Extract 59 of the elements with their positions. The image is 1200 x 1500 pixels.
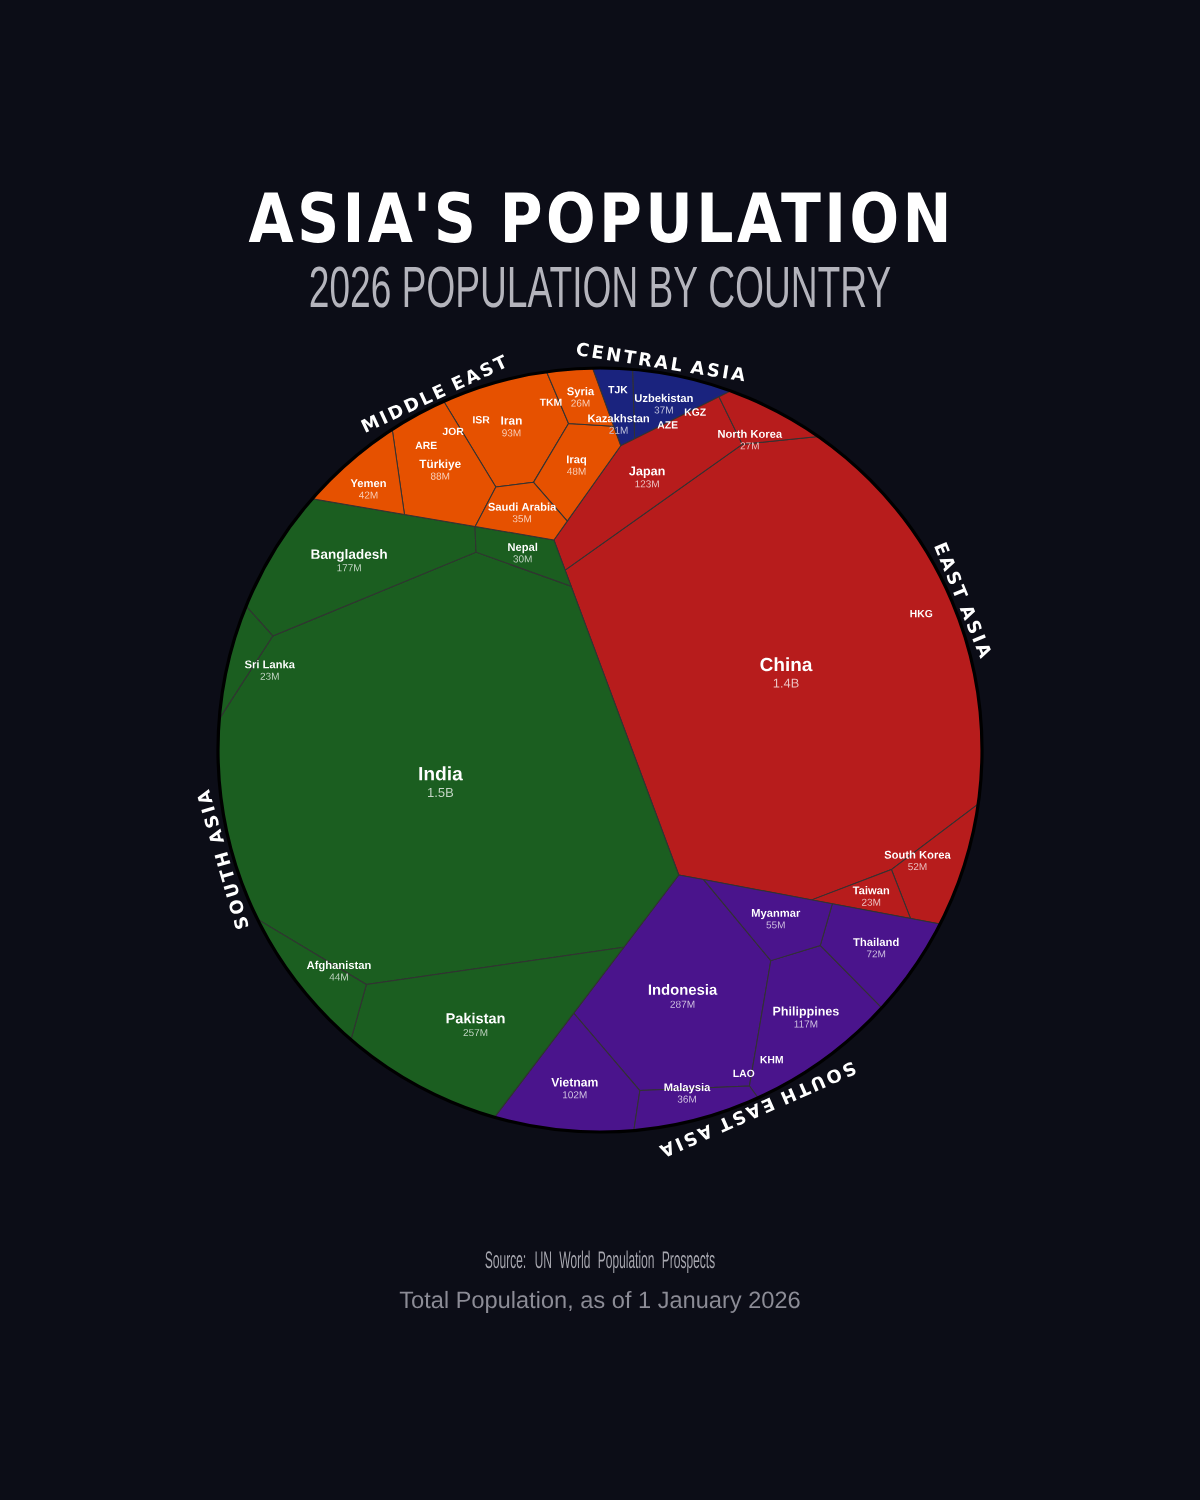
- category-label: Taiwan: [852, 886, 890, 895]
- data-label: 72M: [866, 950, 886, 958]
- data-label: 102M: [563, 1091, 587, 1099]
- category-label: ISR: [473, 416, 490, 424]
- category-label: Japan: [629, 466, 665, 478]
- data-label: 123M: [635, 480, 659, 488]
- category-label: HKG: [910, 609, 933, 618]
- category-label: Nepal: [508, 542, 538, 554]
- data-label: 42M: [358, 491, 378, 499]
- data-label: 287M: [670, 1000, 695, 1008]
- category-label: Yemen: [350, 479, 386, 488]
- data-label: 30M: [513, 555, 532, 563]
- data-label: 35M: [512, 515, 532, 523]
- data-label: 52M: [908, 863, 927, 871]
- category-label: Afghanistan: [306, 960, 371, 972]
- category-label: ARE: [415, 441, 437, 449]
- data-label: 88M: [430, 472, 450, 480]
- category-label: Bangladesh: [311, 549, 387, 562]
- source-note: Source: UN World Population Prospects: [485, 1250, 715, 1273]
- category-label: Türkiye: [419, 459, 461, 471]
- data-label: 36M: [677, 1095, 696, 1103]
- category-label: Thailand: [853, 937, 899, 947]
- category-label: Myanmar: [751, 909, 801, 920]
- category-label: Indonesia: [648, 984, 718, 995]
- data-label: 44M: [329, 973, 348, 981]
- category-label: Syria: [567, 387, 595, 398]
- text: 2026 POPULATION BY COUNTRY: [310, 266, 891, 308]
- category-label: Iran: [501, 416, 522, 425]
- category-label: KGZ: [684, 408, 706, 416]
- data-label: 177M: [337, 564, 361, 572]
- text: CENTRAL ASIA: [576, 342, 745, 382]
- data-label: 1.5B: [428, 787, 454, 798]
- category-label: KHM: [760, 1056, 783, 1064]
- category-label: India: [419, 766, 463, 781]
- category-label: Iraq: [567, 455, 587, 466]
- category-label: Pakistan: [446, 1012, 505, 1024]
- data-label: 26M: [571, 399, 590, 407]
- data-label: 23M: [861, 898, 881, 906]
- category-label: Vietnam: [551, 1077, 598, 1087]
- data-label: 93M: [502, 429, 521, 437]
- category-label: North Korea: [718, 429, 783, 438]
- data-label: 37M: [654, 406, 673, 414]
- data-label: 23M: [260, 672, 279, 680]
- data-label: 1.4B: [773, 678, 799, 688]
- category-label: Malaysia: [664, 1082, 711, 1094]
- data-label: 55M: [766, 921, 785, 929]
- data-label: 117M: [794, 1020, 818, 1028]
- data-label: 257M: [463, 1029, 488, 1037]
- data-label: 48M: [567, 467, 586, 475]
- category-label: TJK: [608, 386, 628, 394]
- category-label: South Korea: [884, 850, 951, 859]
- text: Total Population, as of 1 January 2026: [399, 1290, 800, 1313]
- category-label: Uzbekistan: [634, 393, 693, 403]
- category-label: Philippines: [773, 1006, 839, 1019]
- text: ASIA'S POPULATION: [248, 191, 947, 243]
- data-label: 27M: [740, 442, 759, 450]
- category-label: LAO: [733, 1069, 755, 1078]
- category-label: Sri Lanka: [244, 660, 296, 669]
- category-label: China: [760, 657, 813, 672]
